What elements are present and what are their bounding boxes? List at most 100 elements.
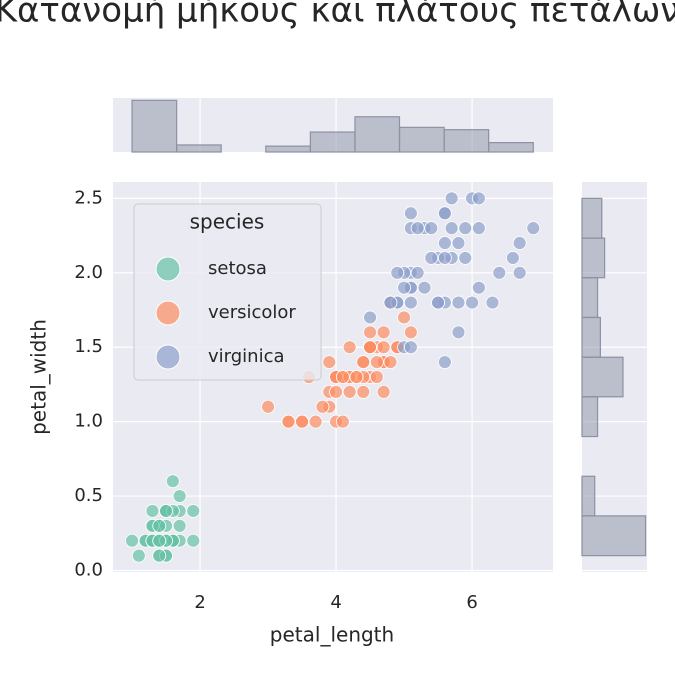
point bbox=[444, 191, 459, 206]
histogram-bar bbox=[176, 144, 222, 153]
point bbox=[152, 548, 167, 563]
legend-label: setosa bbox=[208, 258, 267, 279]
point bbox=[417, 280, 432, 295]
y-tick-label: 0.0 bbox=[74, 560, 103, 581]
histogram-bar bbox=[265, 145, 311, 153]
point bbox=[526, 221, 541, 236]
legend-label: virginica bbox=[208, 346, 285, 367]
legend-box bbox=[133, 203, 322, 381]
point bbox=[172, 489, 187, 503]
histogram-bar bbox=[398, 126, 445, 153]
point bbox=[295, 414, 309, 429]
point bbox=[458, 251, 473, 265]
point bbox=[437, 206, 452, 221]
point bbox=[363, 340, 377, 355]
point bbox=[383, 295, 398, 310]
x-tick-label: 6 bbox=[466, 592, 477, 613]
histogram-bar bbox=[309, 131, 356, 153]
y-tick-label: 1.0 bbox=[74, 411, 103, 432]
histogram-bar bbox=[581, 515, 647, 557]
legend-marker bbox=[155, 300, 181, 326]
point bbox=[369, 370, 384, 384]
point bbox=[131, 548, 146, 563]
point bbox=[451, 295, 466, 310]
point bbox=[437, 236, 452, 250]
point bbox=[403, 340, 418, 355]
histogram-bar bbox=[443, 129, 490, 153]
y-axis-label: petal_width bbox=[27, 319, 51, 435]
legend-label: versicolor bbox=[208, 302, 296, 323]
y-tick-label: 0.5 bbox=[74, 485, 103, 506]
point bbox=[376, 340, 391, 355]
histogram-bar bbox=[354, 116, 401, 153]
point bbox=[403, 295, 418, 310]
y-tick-label: 2.0 bbox=[74, 262, 103, 283]
histogram-bar bbox=[581, 277, 599, 319]
point bbox=[186, 533, 201, 548]
point bbox=[281, 414, 296, 429]
point bbox=[172, 518, 187, 533]
point bbox=[403, 206, 418, 221]
point bbox=[410, 265, 425, 280]
point bbox=[315, 399, 330, 414]
point bbox=[512, 236, 527, 250]
point bbox=[390, 265, 405, 280]
point bbox=[471, 221, 486, 236]
point bbox=[485, 295, 500, 310]
point bbox=[410, 221, 425, 236]
histogram-bar bbox=[581, 356, 624, 398]
histogram-bar bbox=[488, 142, 534, 153]
point bbox=[465, 295, 479, 310]
point bbox=[471, 191, 486, 206]
point bbox=[152, 533, 167, 548]
legend-title: species bbox=[190, 210, 265, 234]
point bbox=[329, 384, 343, 399]
point bbox=[492, 265, 507, 280]
point bbox=[335, 370, 350, 384]
histogram-bar bbox=[581, 316, 601, 358]
point bbox=[145, 504, 160, 518]
point bbox=[451, 325, 466, 340]
point bbox=[342, 384, 357, 399]
point bbox=[335, 414, 350, 429]
histogram-bar bbox=[581, 237, 606, 279]
point bbox=[308, 414, 323, 429]
point bbox=[437, 355, 452, 370]
point bbox=[159, 504, 173, 518]
legend-marker bbox=[155, 256, 181, 282]
point bbox=[165, 474, 180, 489]
point bbox=[437, 251, 452, 265]
histogram-bar bbox=[581, 396, 599, 438]
x-axis-label: petal_length bbox=[270, 623, 394, 647]
point bbox=[369, 355, 384, 370]
point bbox=[186, 504, 201, 518]
y-tick-label: 2.5 bbox=[74, 187, 103, 208]
x-tick-label: 4 bbox=[330, 592, 341, 613]
point bbox=[512, 265, 527, 280]
point bbox=[376, 384, 391, 399]
histogram-bar bbox=[131, 99, 178, 153]
point bbox=[444, 221, 459, 236]
point bbox=[431, 295, 445, 310]
point bbox=[342, 340, 357, 355]
y-tick-label: 1.5 bbox=[74, 336, 103, 357]
point bbox=[349, 370, 364, 384]
point bbox=[505, 251, 520, 265]
point bbox=[383, 355, 398, 370]
point bbox=[397, 280, 411, 295]
point bbox=[471, 280, 486, 295]
point bbox=[152, 518, 167, 533]
point bbox=[424, 221, 439, 236]
point bbox=[424, 251, 439, 265]
x-tick-label: 2 bbox=[194, 592, 205, 613]
point bbox=[451, 236, 466, 250]
histogram-bar bbox=[581, 197, 603, 239]
point bbox=[363, 310, 377, 325]
chart-title: Κατανομή μήκους και πλάτους πετάλων bbox=[0, 0, 675, 31]
point bbox=[458, 221, 473, 236]
point bbox=[261, 399, 275, 414]
point bbox=[363, 325, 377, 340]
point bbox=[376, 325, 391, 340]
point bbox=[322, 355, 337, 370]
